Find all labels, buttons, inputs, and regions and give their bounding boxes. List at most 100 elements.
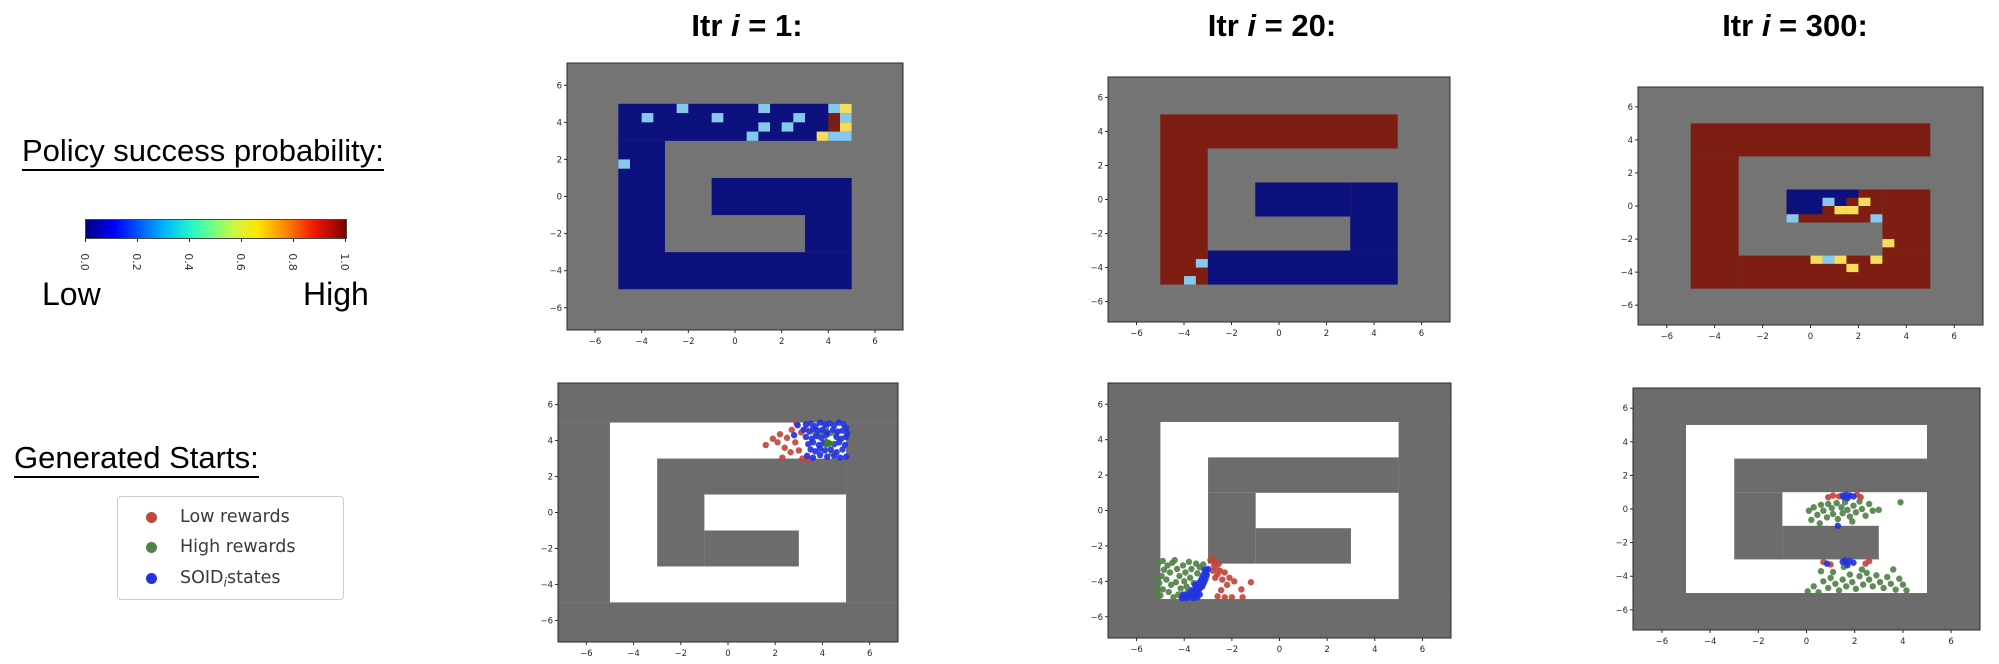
svg-text:0: 0 <box>1277 645 1282 655</box>
svg-text:−2: −2 <box>1615 539 1628 549</box>
svg-text:−6: −6 <box>1090 613 1103 623</box>
svg-text:2: 2 <box>1852 637 1857 647</box>
high_rewards-points <box>1804 498 1910 596</box>
svg-text:6: 6 <box>1419 329 1424 339</box>
soid-states-dot-icon <box>146 573 157 585</box>
colorbar-tick-mark <box>85 238 86 242</box>
svg-text:−4: −4 <box>540 580 553 590</box>
probability-cells <box>1786 197 1895 273</box>
svg-text:−2: −2 <box>1752 637 1765 647</box>
svg-text:2: 2 <box>548 473 553 483</box>
high-rewards-dot-icon <box>146 542 157 554</box>
svg-text:−6: −6 <box>1130 645 1143 655</box>
svg-text:−6: −6 <box>549 304 562 314</box>
svg-text:−6: −6 <box>1090 298 1103 308</box>
generated-starts-heading: Generated Starts: <box>14 440 259 478</box>
svg-text:−2: −2 <box>1226 645 1239 655</box>
svg-text:0: 0 <box>1804 637 1809 647</box>
maze-free-regions <box>618 103 852 290</box>
svg-text:−6: −6 <box>580 649 593 659</box>
svg-text:4: 4 <box>1904 332 1909 342</box>
svg-text:−4: −4 <box>1178 329 1191 339</box>
svg-text:2: 2 <box>1856 332 1861 342</box>
colorbar-tick-mark <box>293 238 294 242</box>
maze-walls <box>1633 388 1980 630</box>
svg-text:2: 2 <box>1628 169 1633 179</box>
svg-text:−6: −6 <box>589 337 602 347</box>
svg-text:−4: −4 <box>1178 645 1191 655</box>
svg-text:−4: −4 <box>1615 572 1628 582</box>
svg-text:4: 4 <box>826 337 831 347</box>
svg-text:−2: −2 <box>1090 542 1103 552</box>
svg-text:−2: −2 <box>1090 230 1103 240</box>
low_rewards-points <box>1207 555 1255 601</box>
svg-text:6: 6 <box>1628 103 1633 113</box>
colorbar-tick-mark <box>137 238 138 242</box>
heatmap-itr-20: −6 −6 −4 −4 −2 −2 0 0 2 2 4 4 6 6 <box>1090 76 1451 339</box>
maze-free-regions <box>1690 123 1931 289</box>
colorbar-gradient <box>85 219 347 239</box>
probability-cells <box>1184 259 1208 285</box>
svg-text:−2: −2 <box>549 230 562 240</box>
soid_states-points <box>1823 491 1857 569</box>
svg-text:6: 6 <box>1098 93 1103 103</box>
svg-text:6: 6 <box>557 81 562 91</box>
svg-text:4: 4 <box>1371 329 1376 339</box>
svg-text:6: 6 <box>1952 332 1957 342</box>
svg-text:4: 4 <box>820 649 825 659</box>
svg-text:−4: −4 <box>1704 637 1717 647</box>
svg-text:2: 2 <box>1098 161 1103 171</box>
title-itr-20: Itr i = 20: <box>1207 8 1337 43</box>
maze-free-regions <box>1160 114 1398 285</box>
title-itr-300: Itr i = 300: <box>1722 8 1868 43</box>
svg-text:−6: −6 <box>1656 637 1669 647</box>
svg-text:2: 2 <box>773 649 778 659</box>
svg-text:4: 4 <box>557 118 562 128</box>
svg-text:0: 0 <box>1098 507 1103 517</box>
svg-text:−4: −4 <box>635 337 648 347</box>
svg-text:0: 0 <box>732 337 737 347</box>
svg-text:−6: −6 <box>1615 606 1628 616</box>
svg-text:0: 0 <box>1808 332 1813 342</box>
colorbar-tick-mark <box>241 238 242 242</box>
svg-text:4: 4 <box>548 437 553 447</box>
probability-cells <box>618 103 852 169</box>
low-rewards-dot-icon <box>146 511 157 523</box>
legend-item-high-rewards: High rewards <box>118 537 343 559</box>
heatmap-itr-300: −6 −6 −4 −4 −2 −2 0 0 2 2 4 4 6 6 <box>1620 86 1984 342</box>
svg-text:6: 6 <box>1420 645 1425 655</box>
svg-text:4: 4 <box>1628 136 1633 146</box>
svg-text:4: 4 <box>1900 637 1905 647</box>
svg-text:−6: −6 <box>540 616 553 626</box>
svg-text:0: 0 <box>1276 329 1281 339</box>
svg-text:0: 0 <box>725 649 730 659</box>
svg-text:6: 6 <box>1098 400 1103 410</box>
svg-text:−6: −6 <box>1620 301 1633 311</box>
svg-text:−2: −2 <box>540 544 553 554</box>
soid_states-points <box>1178 565 1212 602</box>
svg-text:−4: −4 <box>1090 577 1103 587</box>
svg-text:2: 2 <box>1324 329 1329 339</box>
title-itr-1: Itr i = 1: <box>691 8 803 43</box>
maze-walls <box>1108 383 1451 638</box>
high-label: High <box>303 276 369 312</box>
svg-text:−2: −2 <box>1620 235 1633 245</box>
svg-text:2: 2 <box>557 155 562 165</box>
svg-text:−4: −4 <box>549 267 562 277</box>
svg-text:0: 0 <box>1098 196 1103 206</box>
svg-text:6: 6 <box>1623 404 1628 414</box>
colorbar: 0.0 0.2 0.4 0.6 0.8 1.0 <box>79 219 352 283</box>
svg-text:−6: −6 <box>1130 329 1143 339</box>
low-label: Low <box>42 276 101 312</box>
svg-text:0: 0 <box>557 193 562 203</box>
svg-text:−6: −6 <box>1660 332 1673 342</box>
svg-text:−2: −2 <box>682 337 695 347</box>
svg-text:4: 4 <box>1372 645 1377 655</box>
colorbar-tick-label: 0.4 <box>182 253 196 271</box>
svg-text:−4: −4 <box>1620 268 1633 278</box>
svg-text:2: 2 <box>1623 471 1628 481</box>
colorbar-tick-mark <box>189 238 190 242</box>
legend-item-low-rewards: Low rewards <box>118 507 343 529</box>
legend-box: Low rewards High rewards SOIDistates <box>117 496 344 600</box>
scatter-itr-20: −6 −6 −4 −4 −2 −2 0 0 2 2 4 4 6 6 <box>1090 382 1452 655</box>
